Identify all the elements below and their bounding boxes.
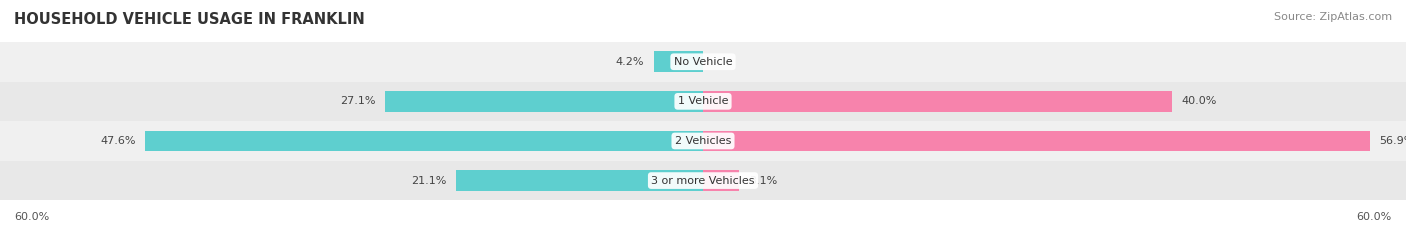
Text: HOUSEHOLD VEHICLE USAGE IN FRANKLIN: HOUSEHOLD VEHICLE USAGE IN FRANKLIN <box>14 12 364 27</box>
Bar <box>0 82 1406 121</box>
Bar <box>145 131 703 151</box>
Text: 21.1%: 21.1% <box>411 176 447 185</box>
Text: 27.1%: 27.1% <box>340 96 375 106</box>
Bar <box>0 42 1406 82</box>
Bar <box>0 121 1406 161</box>
Text: 3 or more Vehicles: 3 or more Vehicles <box>651 176 755 185</box>
Text: 60.0%: 60.0% <box>1357 212 1392 222</box>
Bar <box>654 51 703 72</box>
Text: 40.0%: 40.0% <box>1181 96 1216 106</box>
Bar <box>703 170 740 191</box>
Bar <box>703 91 1171 112</box>
Bar <box>0 161 1406 200</box>
Text: 56.9%: 56.9% <box>1379 136 1406 146</box>
Text: 47.6%: 47.6% <box>100 136 136 146</box>
Text: 4.2%: 4.2% <box>616 57 644 67</box>
Text: 3.1%: 3.1% <box>749 176 778 185</box>
Text: No Vehicle: No Vehicle <box>673 57 733 67</box>
Bar <box>456 170 703 191</box>
Text: 60.0%: 60.0% <box>14 212 49 222</box>
Text: 2 Vehicles: 2 Vehicles <box>675 136 731 146</box>
Bar <box>703 131 1369 151</box>
Bar <box>385 91 703 112</box>
Text: 1 Vehicle: 1 Vehicle <box>678 96 728 106</box>
Text: Source: ZipAtlas.com: Source: ZipAtlas.com <box>1274 12 1392 22</box>
